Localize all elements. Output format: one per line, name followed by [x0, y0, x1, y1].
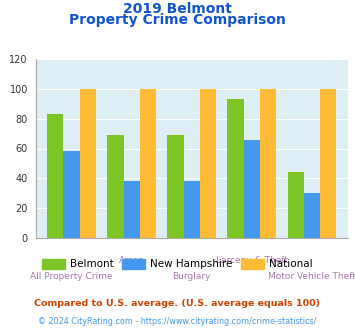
- Bar: [320, 89, 336, 238]
- Bar: [304, 193, 320, 238]
- Bar: [184, 181, 200, 238]
- Bar: [228, 99, 244, 238]
- Text: All Property Crime: All Property Crime: [30, 272, 113, 281]
- Legend: Belmont, New Hampshire, National: Belmont, New Hampshire, National: [38, 254, 317, 274]
- Text: Arson: Arson: [119, 256, 144, 265]
- Bar: [140, 89, 156, 238]
- Bar: [107, 135, 124, 238]
- Bar: [80, 89, 96, 238]
- Text: Larceny & Theft: Larceny & Theft: [216, 256, 288, 265]
- Bar: [200, 89, 216, 238]
- Bar: [64, 151, 80, 238]
- Text: Compared to U.S. average. (U.S. average equals 100): Compared to U.S. average. (U.S. average …: [34, 299, 321, 308]
- Bar: [260, 89, 276, 238]
- Bar: [244, 140, 260, 238]
- Bar: [124, 181, 140, 238]
- Text: Burglary: Burglary: [173, 272, 211, 281]
- Bar: [167, 135, 184, 238]
- Text: Property Crime Comparison: Property Crime Comparison: [69, 13, 286, 27]
- Text: Motor Vehicle Theft: Motor Vehicle Theft: [268, 272, 355, 281]
- Text: 2019 Belmont: 2019 Belmont: [123, 2, 232, 16]
- Text: © 2024 CityRating.com - https://www.cityrating.com/crime-statistics/: © 2024 CityRating.com - https://www.city…: [38, 317, 317, 326]
- Bar: [47, 114, 64, 238]
- Bar: [288, 172, 304, 238]
